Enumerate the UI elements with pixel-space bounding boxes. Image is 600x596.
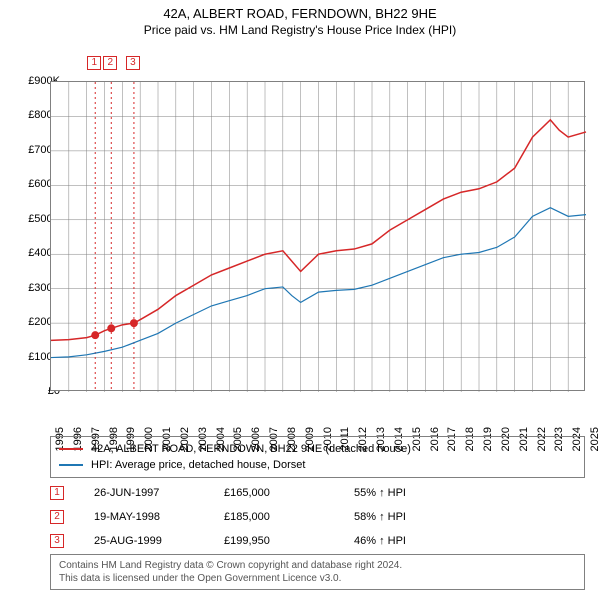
sales-table: 1 26-JUN-1997 £165,000 55% ↑ HPI 2 19-MAY-199… xyxy=(50,481,406,553)
legend-swatch-property xyxy=(59,448,83,450)
sale-date: 25-AUG-1999 xyxy=(94,535,194,547)
legend-item-property: 42A, ALBERT ROAD, FERNDOWN, BH22 9HE (de… xyxy=(59,441,576,457)
sale-marker-2: 2 xyxy=(103,56,117,70)
legend-item-hpi: HPI: Average price, detached house, Dors… xyxy=(59,457,576,473)
legend-label-property: 42A, ALBERT ROAD, FERNDOWN, BH22 9HE (de… xyxy=(91,443,411,455)
sale-row-marker: 1 xyxy=(50,486,64,500)
sale-row-1: 1 26-JUN-1997 £165,000 55% ↑ HPI xyxy=(50,481,406,505)
sale-row-2: 2 19-MAY-1998 £185,000 58% ↑ HPI xyxy=(50,505,406,529)
footer-line2: This data is licensed under the Open Gov… xyxy=(59,572,576,585)
sale-row-marker: 3 xyxy=(50,534,64,548)
sale-marker-3: 3 xyxy=(126,56,140,70)
sale-date: 19-MAY-1998 xyxy=(94,511,194,523)
chart-title: 42A, ALBERT ROAD, FERNDOWN, BH22 9HE xyxy=(0,6,600,21)
sale-row-3: 3 25-AUG-1999 £199,950 46% ↑ HPI xyxy=(50,529,406,553)
chart-plot-area xyxy=(50,81,585,391)
sale-price: £185,000 xyxy=(224,511,324,523)
sale-marker-1: 1 xyxy=(87,56,101,70)
sale-row-marker: 2 xyxy=(50,510,64,524)
sale-date: 26-JUN-1997 xyxy=(94,487,194,499)
sale-pct: 58% ↑ HPI xyxy=(354,511,406,523)
sale-pct: 46% ↑ HPI xyxy=(354,535,406,547)
footer-line1: Contains HM Land Registry data © Crown c… xyxy=(59,559,576,572)
footer: Contains HM Land Registry data © Crown c… xyxy=(50,554,585,590)
legend-swatch-hpi xyxy=(59,464,83,466)
sale-price: £199,950 xyxy=(224,535,324,547)
legend: 42A, ALBERT ROAD, FERNDOWN, BH22 9HE (de… xyxy=(50,436,585,478)
chart-svg xyxy=(51,82,584,390)
legend-label-hpi: HPI: Average price, detached house, Dors… xyxy=(91,459,305,471)
sale-price: £165,000 xyxy=(224,487,324,499)
sale-pct: 55% ↑ HPI xyxy=(354,487,406,499)
chart-subtitle: Price paid vs. HM Land Registry's House … xyxy=(0,23,600,37)
